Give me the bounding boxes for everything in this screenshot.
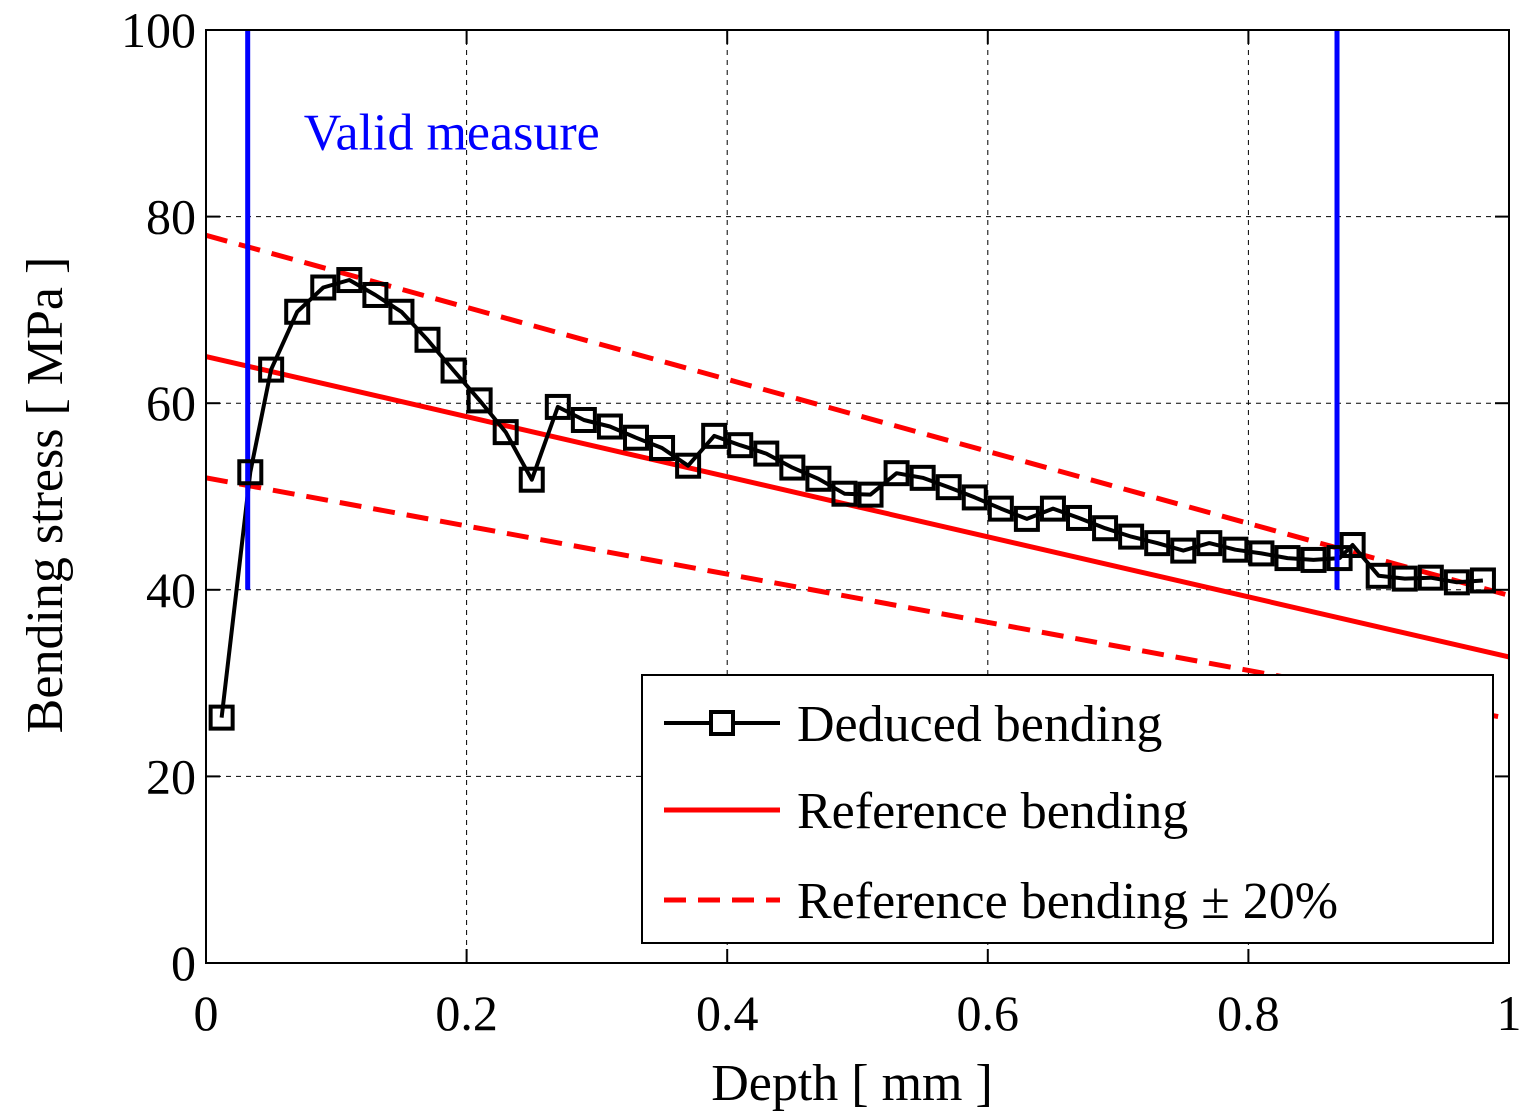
data-point-marker — [1300, 546, 1327, 573]
data-point-marker — [310, 274, 337, 301]
x-tick-label: 0.4 — [696, 985, 759, 1041]
data-point-marker — [649, 434, 676, 461]
data-point-marker — [1339, 532, 1366, 559]
data-point-marker — [492, 419, 519, 446]
series-line-0 — [219, 278, 1484, 718]
x-tick-labels: 0 0.2 0.4 0.6 0.8 1 — [194, 985, 1522, 1041]
y-tick-label: 40 — [146, 562, 196, 618]
legend-box — [641, 674, 1494, 944]
plot-area — [206, 30, 1509, 731]
data-point-marker — [1144, 530, 1171, 557]
data-point-marker — [909, 464, 936, 491]
y-tick-labels: 0 20 40 60 80 100 — [121, 2, 196, 991]
data-point-marker — [1365, 562, 1392, 589]
data-point-marker — [1443, 569, 1470, 596]
data-point-marker — [805, 465, 832, 492]
data-point-marker — [362, 281, 389, 308]
data-point-marker — [518, 466, 545, 493]
data-point-marker — [1391, 565, 1418, 592]
data-point-marker — [727, 432, 754, 459]
data-point-marker — [1066, 504, 1093, 531]
data-point-marker — [1118, 523, 1145, 550]
data-point-marker — [935, 474, 962, 501]
data-point-marker — [284, 298, 311, 325]
data-point-marker — [388, 298, 415, 325]
x-tick-label: 0.8 — [1217, 985, 1280, 1041]
data-point-marker — [675, 452, 702, 479]
series-line-2 — [206, 232, 1509, 598]
data-point-marker — [701, 422, 728, 449]
data-point-marker — [596, 413, 623, 440]
data-point-marker — [831, 480, 858, 507]
x-tick-label: 1 — [1497, 985, 1522, 1041]
data-point-marker — [336, 267, 363, 294]
legend-marker — [709, 710, 735, 736]
data-point-marker — [440, 357, 467, 384]
data-point-marker — [1039, 495, 1066, 522]
annotations: Valid measure — [304, 105, 600, 162]
y-tick-label: 0 — [171, 935, 196, 991]
data-point-marker — [753, 440, 780, 467]
data-point-marker — [1092, 515, 1119, 542]
data-point-marker — [1326, 545, 1353, 572]
x-tick-label: 0.2 — [435, 985, 498, 1041]
legend-label-2: Reference bending ± 20% — [797, 873, 1338, 930]
x-tick-label: 0.6 — [957, 985, 1020, 1041]
data-point-marker — [1222, 536, 1249, 563]
data-point-marker — [1170, 537, 1197, 564]
series-line-1 — [206, 354, 1509, 660]
y-tick-label: 80 — [146, 189, 196, 245]
y-axis-label: Bending stress [ MPa ] — [17, 257, 74, 734]
axis-ticks — [205, 29, 1510, 964]
x-tick-label: 0 — [194, 985, 219, 1041]
valid-measure-annotation: Valid measure — [304, 105, 600, 162]
data-point-marker — [1248, 540, 1275, 567]
data-point-marker — [544, 393, 571, 420]
legend-label-0: Deduced bending — [797, 696, 1162, 753]
data-point-marker — [258, 356, 285, 383]
data-point-marker — [570, 406, 597, 433]
data-point-marker — [1196, 530, 1223, 557]
data-point-marker — [961, 484, 988, 511]
data-point-marker — [1469, 567, 1496, 594]
legend: Deduced bending Reference bending Referenc… — [641, 674, 1494, 944]
plot-frame — [205, 29, 1510, 964]
data-point-marker — [1013, 505, 1040, 532]
data-point-marker — [208, 704, 235, 731]
data-point-marker — [857, 481, 884, 508]
x-axis-label: Depth [ mm ] — [711, 1055, 993, 1112]
data-point-marker — [987, 495, 1014, 522]
data-point-marker — [414, 326, 441, 353]
data-point-marker — [1274, 545, 1301, 572]
y-tick-label: 20 — [146, 748, 196, 804]
y-tick-label: 60 — [146, 375, 196, 431]
data-point-marker — [1417, 564, 1444, 591]
data-point-marker — [779, 454, 806, 481]
data-point-marker — [883, 460, 910, 487]
y-tick-label: 100 — [121, 2, 196, 58]
legend-items: Deduced bending Reference bending Referenc… — [664, 696, 1338, 930]
data-point-marker — [622, 424, 649, 451]
data-point-marker — [237, 459, 264, 486]
data-point-marker — [466, 387, 493, 414]
legend-label-1: Reference bending — [797, 783, 1188, 840]
